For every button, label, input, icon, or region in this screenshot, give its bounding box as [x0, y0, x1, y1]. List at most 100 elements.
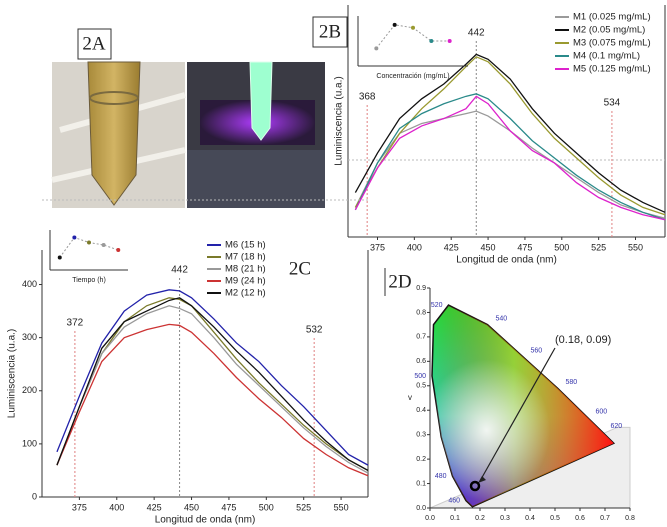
x-axis-label: Tiempo (h) [72, 277, 106, 284]
y-tick-label: 0.7 [416, 334, 426, 341]
peak-label: 368 [359, 92, 376, 103]
x-tick-label: 0.0 [425, 515, 435, 522]
inset-point [447, 39, 452, 43]
inset-point [429, 39, 434, 43]
x-axis-label: Concentración (mg/mL) [376, 73, 449, 80]
x-tick-label: 475 [517, 242, 532, 252]
x-tick-label: 0.8 [625, 515, 635, 522]
y-axis-label: Luminiscencia (u.a.) [334, 76, 345, 165]
y-tick-label: 100 [22, 438, 37, 448]
legend-label: M5 (0.125 mg/mL) [573, 64, 651, 75]
x-tick-label: 400 [407, 242, 422, 252]
peak-label: 534 [604, 98, 621, 109]
x-tick-label: 450 [481, 242, 496, 252]
y-tick-label: 0.4 [416, 407, 426, 414]
series-line [56, 297, 369, 472]
legend-label: M9 (24 h) [225, 276, 266, 287]
x-tick-label: 375 [72, 502, 87, 512]
inset-point [57, 255, 62, 260]
x-tick-label: 550 [334, 502, 349, 512]
wavelength-label: 480 [435, 473, 447, 480]
y-tick-label: 400 [22, 279, 37, 289]
inset-point [101, 243, 106, 247]
arrow [479, 347, 556, 482]
photo-a [51, 61, 186, 208]
legend-label: M2 (0.05 mg/mL) [573, 25, 645, 36]
series-line [354, 95, 666, 221]
x-tick-label: 475 [221, 502, 236, 512]
inset-point [392, 22, 397, 27]
wavelength-label: 500 [414, 373, 426, 380]
y-tick-label: 0.6 [416, 358, 426, 365]
x-tick-label: 500 [554, 242, 569, 252]
peak-label: 372 [67, 318, 84, 329]
panel-box [77, 28, 112, 60]
inset-point [374, 46, 379, 51]
series-line [56, 323, 369, 477]
wavelength-label: 520 [431, 302, 443, 309]
peak-label: 442 [171, 265, 188, 276]
chromaticity-point [469, 480, 481, 492]
peak-label: 442 [468, 28, 485, 39]
legend-label: M2 (12 h) [225, 288, 266, 299]
series-line [354, 53, 666, 213]
x-tick-label: 0.3 [500, 515, 510, 522]
series-line [56, 297, 369, 472]
y-tick-label: 0.3 [416, 432, 426, 439]
panel-label: 2A [82, 33, 106, 54]
x-tick-label: 425 [147, 502, 162, 512]
wavelength-label: 620 [611, 423, 623, 430]
x-tick-label: 0.4 [525, 515, 535, 522]
inset-point [87, 240, 91, 245]
y-tick-label: 200 [22, 385, 37, 395]
series-line [56, 305, 369, 474]
wavelength-label: 540 [496, 316, 508, 323]
series-line [354, 56, 666, 216]
y-tick-label: 0.0 [416, 505, 426, 512]
y-tick-label: 300 [22, 332, 37, 342]
legend-label: M1 (0.025 mg/mL) [573, 12, 651, 23]
y-tick-label: 0.8 [416, 309, 426, 316]
x-tick-label: 450 [184, 502, 199, 512]
legend-label: M8 (21 h) [225, 264, 266, 275]
y-tick-label: 0.2 [416, 456, 426, 463]
y-axis-label: Luminiscencia (u.a.) [7, 329, 18, 418]
x-axis-label: Longitud de onda (nm) [456, 255, 557, 266]
panel-label: 2D [388, 271, 411, 292]
x-tick-label: 0.7 [600, 515, 610, 522]
x-tick-label: 0.5 [550, 515, 560, 522]
x-tick-label: 425 [444, 242, 459, 252]
x-tick-label: 525 [296, 502, 311, 512]
series-line [56, 289, 369, 466]
series-line [354, 93, 666, 221]
legend-label: M7 (18 h) [225, 252, 266, 263]
y-axis-label: v [408, 393, 412, 402]
point-label: (0.18, 0.09) [555, 334, 611, 346]
peak-label: 532 [306, 325, 323, 336]
x-tick-label: 500 [259, 502, 274, 512]
y-tick-label: 0 [32, 491, 37, 501]
legend-label: M3 (0.075 mg/mL) [573, 38, 651, 49]
panel-box [312, 16, 348, 48]
photo-b [187, 61, 325, 208]
series-line [354, 110, 666, 219]
y-tick-label: 0.9 [416, 285, 426, 292]
legend-label: M4 (0.1 mg/mL) [573, 51, 640, 62]
y-tick-label: 0.5 [416, 383, 426, 390]
wavelength-label: 580 [566, 379, 578, 386]
inset-point [116, 248, 121, 252]
x-tick-label: 400 [109, 502, 124, 512]
x-tick-label: 0.2 [475, 515, 485, 522]
x-tick-label: 550 [628, 242, 643, 252]
x-tick-label: 0.1 [450, 515, 460, 522]
legend-label: M6 (15 h) [225, 240, 266, 251]
panel-label: 2B [319, 21, 341, 42]
inset-point [411, 25, 415, 30]
inset-point [72, 235, 77, 240]
x-tick-label: 375 [370, 242, 385, 252]
wavelength-label: 600 [596, 408, 608, 415]
arrow-head [478, 476, 486, 483]
wavelength-label: 560 [531, 347, 543, 354]
panel-label: 2C [289, 258, 311, 279]
